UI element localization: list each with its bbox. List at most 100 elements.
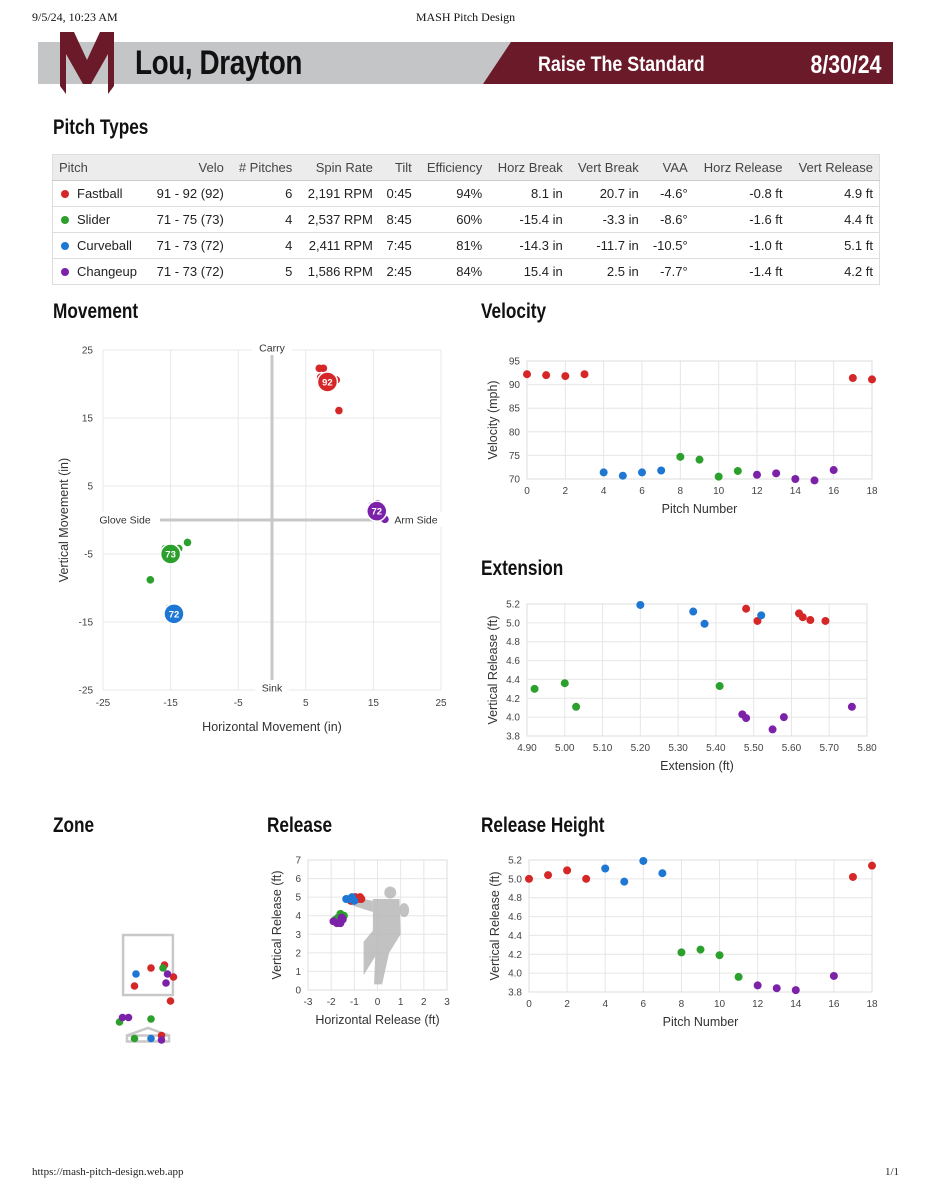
data-point [821, 616, 830, 625]
table-cell: 8:45 [378, 206, 418, 233]
table-cell: 4 [229, 232, 299, 259]
data-point [350, 896, 359, 905]
y-tick-label: 4.2 [506, 694, 520, 705]
data-point [779, 713, 788, 722]
data-point [618, 471, 627, 480]
data-point [169, 973, 178, 981]
y-axis-label: Vertical Release (ft) [486, 615, 500, 724]
data-point [357, 895, 366, 903]
data-point [118, 1013, 127, 1022]
x-tick-label: 25 [435, 698, 447, 709]
y-axis-label: Velocity (mph) [486, 380, 500, 459]
data-point [366, 506, 374, 514]
y-tick-label: 4.4 [506, 675, 520, 686]
table-row: Curveball 71 - 73 (72) 4 2,411 RPM 7:45 81% -1… [52, 232, 880, 259]
x-tick-label: 15 [368, 698, 380, 709]
x-tick-label: 14 [790, 999, 802, 1010]
data-point [169, 612, 178, 621]
x-tick-label: 0 [526, 999, 532, 1010]
y-tick-label: 25 [82, 346, 94, 357]
data-point [174, 544, 183, 553]
data-point [165, 604, 174, 613]
data-point [772, 984, 781, 993]
table-cell: 20.7 in [568, 180, 645, 207]
y-tick-label: 3.8 [508, 988, 522, 999]
data-point [868, 375, 876, 384]
data-point [368, 501, 376, 510]
y-tick-label: 3 [295, 930, 301, 941]
print-url: https://mash-pitch-design.web.app [32, 1166, 184, 1178]
data-point [753, 470, 761, 479]
y-tick-label: 85 [509, 404, 521, 415]
plot-border [307, 859, 448, 991]
x-tick-label: 1 [398, 997, 404, 1008]
y-tick-label: 4.0 [506, 713, 520, 724]
table-cell: 2,411 RPM [298, 232, 379, 259]
data-point [163, 970, 172, 978]
print-page-number: 1/1 [884, 1166, 899, 1178]
x-tick-label: 5 [303, 698, 309, 709]
x-tick-label: 18 [866, 486, 878, 497]
data-point [582, 874, 591, 883]
average-marker [159, 543, 182, 565]
data-point [147, 964, 155, 972]
table-cell: -7.7° [644, 258, 694, 285]
table-cell: -10.5° [644, 232, 694, 259]
table-cell: 2,191 RPM [298, 180, 379, 207]
data-point [345, 895, 354, 903]
quadrant-label-carry: Carry [259, 343, 285, 355]
table-cell: Fastball [52, 180, 148, 207]
y-axis-label: Vertical Release (ft) [488, 871, 502, 980]
table-cell: 71 - 73 (72) [147, 258, 230, 285]
data-point [334, 913, 343, 922]
x-tick-label: -1 [350, 997, 359, 1008]
x-tick-label: 16 [828, 999, 840, 1010]
table-cell: -1.0 ft [693, 232, 789, 259]
table-row: Changeup 71 - 73 (72) 5 1,586 RPM 2:45 84% 15.… [52, 258, 880, 285]
data-point [147, 1015, 155, 1023]
y-tick-label: 4.6 [508, 912, 522, 923]
zone-chart [115, 933, 178, 1044]
pitcher-silhouette [347, 886, 410, 985]
x-tick-label: 14 [790, 486, 802, 497]
x-tick-label: 5.30 [668, 743, 688, 754]
x-axis-label: Pitch Number [662, 502, 738, 516]
data-point [563, 866, 572, 875]
data-point [523, 370, 531, 379]
data-point [599, 468, 608, 477]
banner-maroon-panel [483, 42, 893, 84]
x-tick-label: 2 [563, 486, 569, 497]
quadrant-label-carry-bg [252, 340, 292, 355]
print-doc-title: MASH Pitch Design [415, 10, 516, 24]
pitch-color-dot [61, 189, 69, 198]
x-axis-label: Extension (ft) [660, 759, 734, 773]
column-header: Efficiency [417, 154, 489, 181]
table-cell: -11.7 in [568, 232, 645, 259]
data-point [157, 1031, 166, 1040]
player-name: Lou, Drayton [135, 44, 303, 82]
silhouette-body [363, 899, 401, 985]
average-marker-label: 92 [322, 377, 333, 388]
data-point [657, 466, 666, 475]
data-point [791, 475, 800, 483]
data-point [124, 1013, 133, 1022]
data-point [689, 607, 698, 616]
table-cell: 5.1 ft [788, 232, 880, 259]
data-point [795, 609, 803, 618]
strike-zone [121, 933, 175, 997]
data-point [316, 373, 325, 382]
section-title-movement: Movement [53, 300, 139, 323]
quadrant-label-glove-side: Glove Side [99, 515, 151, 527]
table-cell: -0.8 ft [693, 180, 789, 207]
pitch-color-dot [61, 215, 69, 224]
x-tick-label: -5 [234, 698, 243, 709]
x-tick-label: 6 [639, 486, 645, 497]
data-point [714, 472, 723, 481]
y-tick-label: 80 [509, 427, 521, 438]
data-point [324, 376, 332, 385]
section-title-release-height: Release Height [481, 814, 605, 837]
data-point [806, 616, 815, 625]
table-cell: -1.4 ft [693, 258, 789, 285]
data-point [183, 538, 192, 547]
banner-tagline: Raise The Standard [538, 53, 705, 76]
